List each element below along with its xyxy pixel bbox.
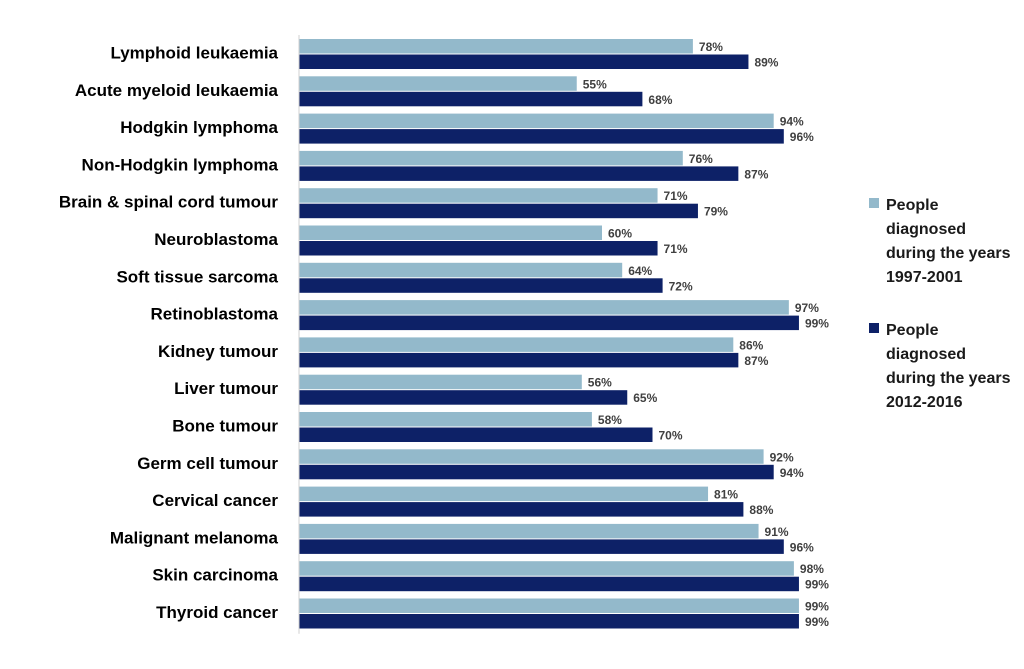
category-label-liver-tumour: Liver tumour [174, 379, 278, 398]
bar-cervical-cancer-series-2 [299, 502, 744, 517]
category-label-retinoblastoma: Retinoblastoma [150, 305, 278, 324]
bar-liver-tumour-series-2 [299, 390, 628, 405]
value-label-skin-carcinoma-series-2: 99% [805, 578, 829, 592]
value-label-non-hodgkin-lymphoma-series-1: 76% [689, 152, 713, 166]
value-label-kidney-tumour-series-1: 86% [739, 338, 763, 352]
category-label-germ-cell-tumour: Germ cell tumour [137, 454, 278, 473]
value-label-bone-tumour-series-2: 70% [659, 429, 683, 443]
legend-swatch-series-1 [869, 198, 879, 208]
value-label-brain-and-spinal-cord-tumour-series-2: 79% [704, 205, 728, 219]
bar-lymphoid-leukaemia-series-2 [299, 54, 749, 69]
bar-brain-and-spinal-cord-tumour-series-2 [299, 203, 698, 219]
value-label-retinoblastoma-series-1: 97% [795, 301, 819, 315]
value-label-neuroblastoma-series-1: 60% [608, 227, 632, 241]
value-label-soft-tissue-sarcoma-series-1: 64% [628, 264, 652, 278]
value-label-liver-tumour-series-2: 65% [633, 391, 657, 405]
bar-skin-carcinoma-series-2 [299, 576, 799, 592]
bar-acute-myeloid-leukaemia-series-2 [299, 91, 643, 107]
value-label-bone-tumour-series-1: 58% [598, 413, 622, 427]
bar-skin-carcinoma-series-1 [299, 561, 794, 576]
category-label-malignant-melanoma: Malignant melanoma [110, 528, 279, 547]
value-label-cervical-cancer-series-1: 81% [714, 488, 738, 502]
legend-label-series-2: People diagnosed during the years 2012-2016 [886, 322, 1011, 411]
category-label-soft-tissue-sarcoma: Soft tissue sarcoma [116, 267, 278, 286]
category-label-non-hodgkin-lymphoma: Non-Hodgkin lymphoma [82, 155, 279, 174]
value-label-non-hodgkin-lymphoma-series-2: 87% [744, 167, 768, 181]
category-labels: Lymphoid leukaemia Acute myeloid leukaemi… [59, 44, 279, 623]
value-label-malignant-melanoma-series-2: 96% [790, 540, 814, 554]
legend-entry-series-2: People diagnosed during the years 2012-2016 [869, 322, 1011, 411]
bar-liver-tumour-series-1 [299, 374, 582, 390]
bar-thyroid-cancer-series-2 [299, 614, 799, 629]
bar-non-hodgkin-lymphoma-series-2 [299, 166, 739, 181]
value-label-skin-carcinoma-series-1: 98% [800, 562, 824, 576]
value-label-retinoblastoma-series-2: 99% [805, 317, 829, 331]
value-labels: 78%89%55%68%94%96%76%87%71%79%60%71%64%7… [583, 40, 830, 629]
value-label-thyroid-cancer-series-1: 99% [805, 600, 829, 614]
bar-thyroid-cancer-series-1 [299, 598, 799, 613]
category-label-hodgkin-lymphoma: Hodgkin lymphoma [120, 118, 278, 137]
value-label-liver-tumour-series-1: 56% [588, 376, 612, 390]
bar-soft-tissue-sarcoma-series-2 [299, 278, 663, 293]
category-label-acute-myeloid-leukaemia: Acute myeloid leukaemia [75, 81, 279, 100]
bar-kidney-tumour-series-2 [299, 352, 739, 368]
value-label-acute-myeloid-leukaemia-series-1: 55% [583, 77, 607, 91]
bar-neuroblastoma-series-1 [299, 225, 602, 240]
value-label-malignant-melanoma-series-1: 91% [765, 525, 789, 539]
legend-entry-series-1: People diagnosed during the years 1997-2001 [869, 197, 1011, 286]
value-label-soft-tissue-sarcoma-series-2: 72% [669, 279, 693, 293]
bars-layer [299, 39, 799, 629]
bar-retinoblastoma-series-2 [299, 315, 799, 331]
bar-malignant-melanoma-series-1 [299, 523, 759, 539]
category-label-thyroid-cancer: Thyroid cancer [156, 603, 278, 622]
category-label-bone-tumour: Bone tumour [172, 417, 278, 436]
bar-brain-and-spinal-cord-tumour-series-1 [299, 188, 658, 203]
bar-germ-cell-tumour-series-2 [299, 464, 774, 480]
value-label-lymphoid-leukaemia-series-2: 89% [754, 56, 778, 70]
value-label-acute-myeloid-leukaemia-series-2: 68% [648, 93, 672, 107]
bar-lymphoid-leukaemia-series-1 [299, 39, 693, 54]
bar-malignant-melanoma-series-2 [299, 539, 784, 554]
legend: People diagnosed during the years 1997-2001… [869, 197, 1011, 411]
bar-cervical-cancer-series-1 [299, 486, 709, 502]
value-label-neuroblastoma-series-2: 71% [664, 242, 688, 256]
value-label-kidney-tumour-series-2: 87% [744, 354, 768, 368]
bar-acute-myeloid-leukaemia-series-1 [299, 76, 577, 91]
value-label-germ-cell-tumour-series-2: 94% [780, 466, 804, 480]
value-label-hodgkin-lymphoma-series-1: 94% [780, 115, 804, 129]
bar-hodgkin-lymphoma-series-1 [299, 113, 774, 129]
category-label-lymphoid-leukaemia: Lymphoid leukaemia [110, 44, 278, 63]
bar-bone-tumour-series-1 [299, 412, 592, 427]
legend-label-series-1: People diagnosed during the years 1997-2001 [886, 197, 1011, 286]
category-label-neuroblastoma: Neuroblastoma [154, 230, 278, 249]
value-label-germ-cell-tumour-series-1: 92% [770, 450, 794, 464]
category-label-brain-and-spinal-cord-tumour: Brain & spinal cord tumour [59, 193, 279, 212]
bar-hodgkin-lymphoma-series-2 [299, 129, 784, 144]
value-label-hodgkin-lymphoma-series-2: 96% [790, 130, 814, 144]
value-label-brain-and-spinal-cord-tumour-series-1: 71% [664, 189, 688, 203]
category-label-kidney-tumour: Kidney tumour [158, 342, 278, 361]
bar-bone-tumour-series-2 [299, 427, 653, 442]
category-label-cervical-cancer: Cervical cancer [152, 491, 278, 510]
value-label-thyroid-cancer-series-2: 99% [805, 615, 829, 629]
bar-germ-cell-tumour-series-1 [299, 449, 764, 464]
bar-soft-tissue-sarcoma-series-1 [299, 262, 623, 278]
value-label-lymphoid-leukaemia-series-1: 78% [699, 40, 723, 54]
legend-swatch-series-2 [869, 323, 879, 333]
value-label-cervical-cancer-series-2: 88% [749, 503, 773, 517]
category-label-skin-carcinoma: Skin carcinoma [152, 566, 278, 585]
bar-retinoblastoma-series-1 [299, 300, 789, 315]
bar-neuroblastoma-series-2 [299, 241, 658, 256]
bar-non-hodgkin-lymphoma-series-1 [299, 150, 683, 166]
bar-kidney-tumour-series-1 [299, 337, 734, 352]
